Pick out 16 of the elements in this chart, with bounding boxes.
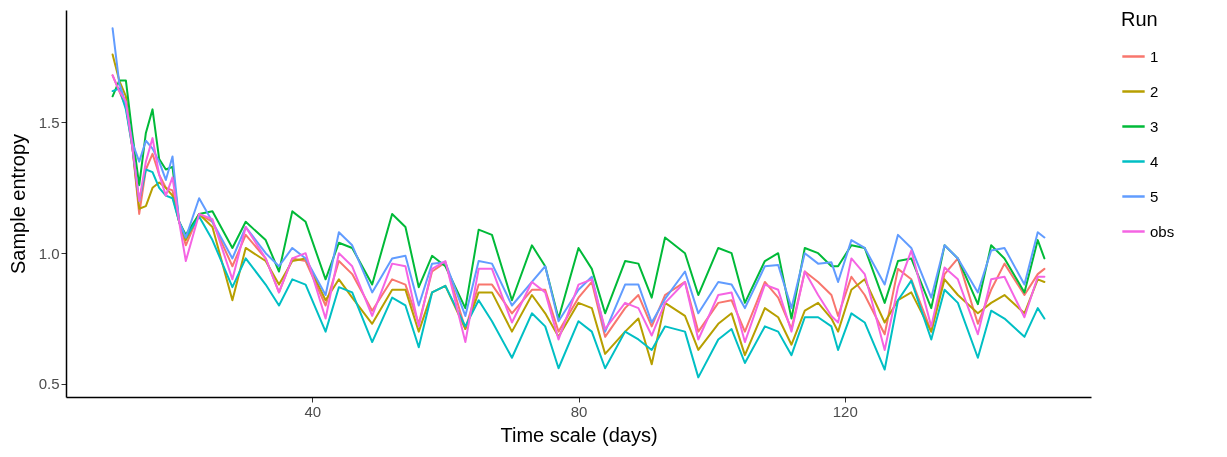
x-tick-label: 120: [832, 402, 858, 420]
legend-label: 4: [1150, 152, 1159, 170]
legend-label: 5: [1150, 187, 1159, 205]
y-axis-title: Sample entropy: [6, 133, 29, 275]
y-tick-label: 0.5: [38, 375, 60, 393]
legend-label: 3: [1150, 117, 1159, 135]
legend-label: obs: [1150, 222, 1175, 240]
x-axis-title: Time scale (days): [500, 423, 658, 446]
legend-label: 1: [1150, 47, 1159, 65]
line-series: [111, 27, 1046, 333]
y-tick-label: 1.0: [38, 244, 60, 262]
y-tick-label: 1.5: [38, 113, 60, 131]
x-tick-label: 40: [304, 402, 322, 420]
x-tick-label: 80: [570, 402, 588, 420]
legend-label: 2: [1150, 82, 1159, 100]
legend-title: Run: [1121, 8, 1158, 30]
